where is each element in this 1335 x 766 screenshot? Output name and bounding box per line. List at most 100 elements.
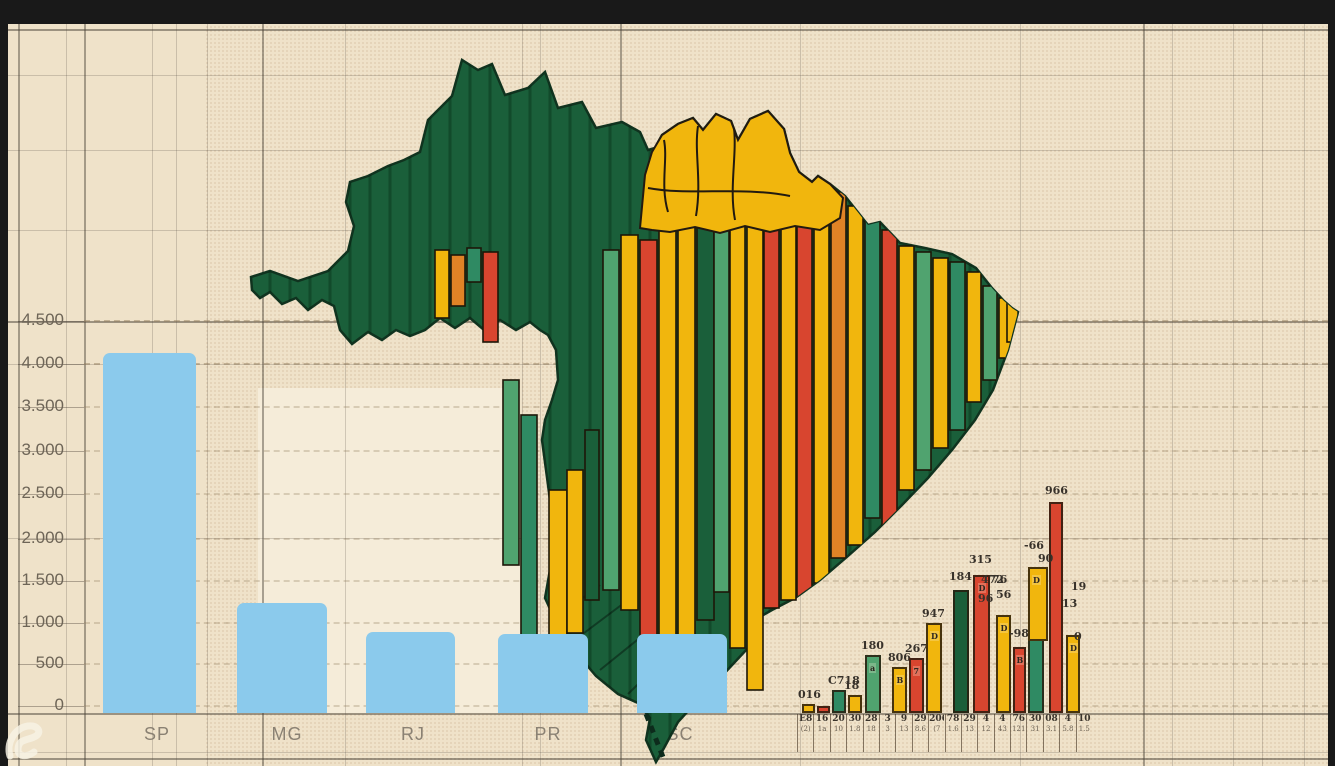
mini-chart-bar (1028, 567, 1048, 713)
frame-top-bar (0, 0, 1335, 24)
mini-chart-tick-cell: 29 13 (960, 714, 977, 752)
mini-chart-floating-number: 96 (978, 592, 994, 605)
y-axis-tick-label: 1.000 (21, 612, 64, 631)
mini-chart-bar (848, 695, 862, 713)
mini-bar-value-label: 184 (949, 570, 972, 583)
mini-tick-label: 76 (1012, 714, 1025, 724)
mini-chart-tick-cell: 78 1.6 (944, 714, 961, 752)
map-art-bar (502, 379, 520, 566)
mini-chart-bar (865, 655, 881, 713)
mini-chart-bar (892, 667, 907, 713)
grid-vline (1020, 24, 1021, 766)
mini-bar-value-label: C718 (828, 674, 860, 687)
mini-tick-sublabel: 3.1 (1045, 725, 1058, 733)
map-art-bar (482, 251, 499, 343)
mini-tick-label: 29 (914, 714, 927, 724)
frame-left-strip (0, 0, 8, 766)
y-axis-tick-label: 3.000 (21, 440, 64, 459)
grid-vline (18, 24, 20, 766)
map-art-bar (915, 251, 932, 471)
mini-bar-value-label: 966 (1045, 484, 1068, 497)
mini-chart-tick-cell: 4 5.8 (1059, 714, 1075, 752)
y-tick-mark (18, 539, 84, 540)
mini-chart-floating-number: 472 (981, 573, 1004, 586)
mini-tick-sublabel: 43 (997, 725, 1007, 733)
mini-bar-inner-glyph: 7 (912, 666, 921, 676)
mini-bar-inner-glyph: B (895, 675, 905, 685)
mini-tick-sublabel: 8.6 (914, 725, 926, 733)
y-axis-tick-label: 4.000 (21, 353, 64, 372)
grid-vline (540, 24, 541, 766)
mini-tick-label: 78 (946, 714, 960, 724)
mini-tick-sublabel: 13 (899, 725, 909, 733)
state-bar-rj (366, 632, 455, 713)
mini-chart-tick-cell: 10 1.5 (1075, 714, 1092, 752)
mini-tick-label: 4 (1064, 714, 1072, 724)
mini-tick-label: 10 (1078, 714, 1091, 724)
map-art-bar (450, 254, 466, 307)
mini-tick-sublabel: 31 (1030, 725, 1040, 733)
map-coast-bars (796, 187, 1018, 599)
mini-tick-label: 206 (929, 714, 944, 724)
mini-chart-tick-cell: 4 43 (993, 714, 1010, 752)
mini-chart-bar (1049, 502, 1063, 713)
mini-tick-sublabel: 1.8 (849, 725, 861, 733)
state-bar-sp (103, 353, 196, 713)
map-art-bar (620, 234, 639, 611)
y-axis-tick-label: 1.500 (21, 570, 64, 589)
map-art-bar (566, 469, 584, 634)
mini-chart-floating-number: 56 (996, 588, 1012, 601)
map-art-bar (932, 257, 949, 449)
map-north-yellow-states (638, 109, 845, 235)
mini-bar-value-label: 806 (888, 651, 911, 664)
mini-bar-value-label: 13 (1062, 597, 1078, 610)
mini-tick-label: 30 (1028, 714, 1042, 724)
mini-tick-sublabel: 3 (885, 725, 890, 733)
mini-chart-bar-segment (1028, 567, 1048, 641)
grid-hline (8, 75, 1335, 76)
state-bar-mg (237, 603, 327, 713)
mini-chart-tick-cell: 3 3 (878, 714, 895, 752)
state-bar-pr (498, 634, 588, 713)
mini-bar-value-label: -66 (1024, 539, 1044, 552)
map-state-border (663, 139, 669, 213)
mini-tick-sublabel: (7 (933, 725, 941, 733)
mini-chart-bar (973, 575, 990, 713)
mini-tick-label: 28 (864, 714, 878, 724)
mini-bar-inner-glyph: B (1015, 655, 1025, 665)
mini-chart-tick-cell: 08 3.1 (1042, 714, 1059, 752)
grid-vline (1233, 24, 1234, 766)
map-state-border (579, 599, 629, 637)
mini-tick-sublabel: 5.8 (1062, 725, 1074, 733)
mini-chart-floating-number: 0 (1074, 630, 1082, 643)
grid-vline (66, 24, 67, 766)
grid-vline (262, 24, 264, 766)
grid-vline (345, 24, 346, 766)
mini-bar-inner-glyph: D (930, 631, 939, 641)
mini-tick-label: 4 (982, 714, 990, 724)
mini-chart-tick-cell: 206 (7 (928, 714, 944, 752)
y-tick-mark (18, 581, 84, 582)
mini-chart-tick-cell: 30 1.8 (846, 714, 862, 752)
map-art-bar (466, 247, 482, 283)
y-tick-mark (18, 664, 84, 665)
mini-chart-bar (909, 658, 924, 713)
mini-tick-label: 3 (884, 714, 891, 724)
mini-bar-inner-glyph: a (869, 663, 877, 673)
map-state-border (647, 187, 791, 197)
y-axis-tick-label: 0 (54, 695, 64, 714)
mini-tick-label: 20 (832, 714, 845, 724)
map-art-bar (602, 249, 620, 591)
mini-chart-bar (832, 690, 846, 713)
frame-right-strip (1328, 0, 1335, 766)
map-art-bar (949, 261, 966, 431)
mini-tick-sublabel: 121 (1012, 725, 1026, 733)
mini-tick-label: 08 (1045, 714, 1058, 724)
mini-tick-label: E8 (799, 714, 813, 724)
map-state-border (731, 127, 736, 221)
mini-tick-sublabel: (2) (800, 725, 811, 733)
